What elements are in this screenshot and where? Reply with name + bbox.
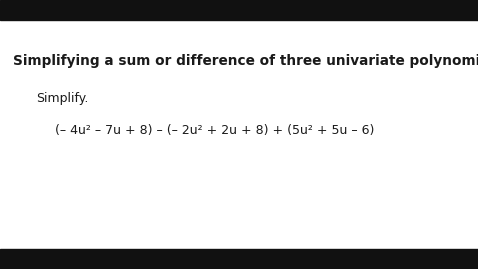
Text: Simplify.: Simplify.: [36, 92, 88, 105]
Bar: [0, 0, 478, 20]
Text: (– 4u² – 7u + 8) – (– 2u² + 2u + 8) + (5u² + 5u – 6): (– 4u² – 7u + 8) – (– 2u² + 2u + 8) + (5…: [55, 124, 374, 137]
Text: Simplifying a sum or difference of three univariate polynomials: Simplifying a sum or difference of three…: [13, 54, 478, 68]
Bar: [0, 249, 478, 269]
